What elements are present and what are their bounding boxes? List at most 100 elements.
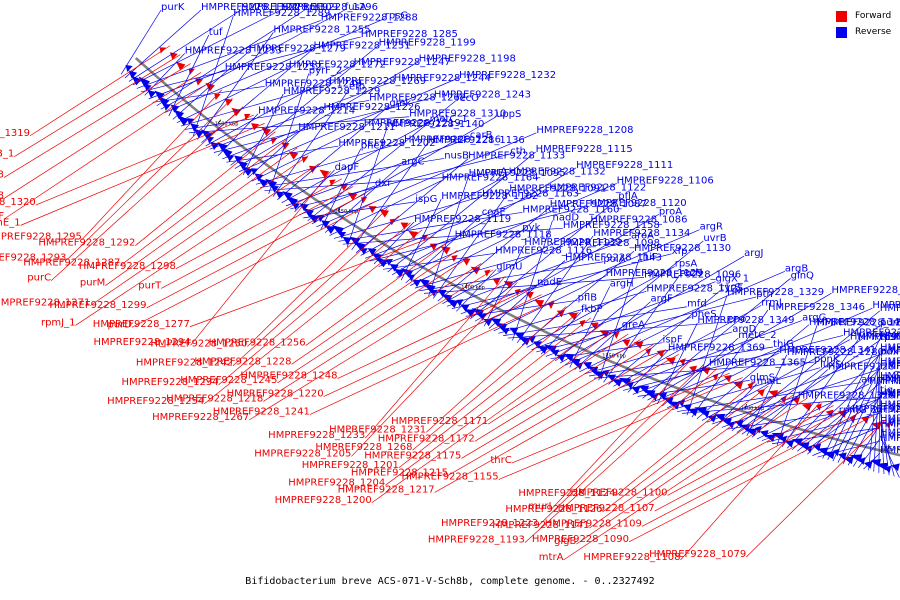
reverse-gene-label[interactable]: rpsL [305,2,327,13]
forward-gene[interactable] [231,107,241,117]
forward-gene[interactable] [462,258,471,266]
reverse-gene-label[interactable]: HMPREF9228_1122 [549,182,646,193]
reverse-gene-label[interactable]: proA [659,206,682,217]
reverse-gene-label[interactable]: HMPREF9228_1273 [880,420,900,431]
reverse-gene-label[interactable]: HMPREF9228_1203 [880,359,900,370]
reverse-gene-label[interactable]: HMPREF9228_1259 [880,405,900,416]
reverse-gene[interactable] [307,213,320,224]
reverse-gene[interactable] [445,298,459,309]
reverse-gene[interactable] [611,379,623,387]
reverse-gene-label[interactable]: HMPREF9228_1216 [404,134,501,145]
forward-gene-label[interactable]: HMPREF9228_1217 [338,484,435,495]
reverse-gene-label[interactable]: HMPREF9228_1160 [522,204,619,215]
reverse-gene-label[interactable]: pflB [578,292,598,303]
forward-gene-label[interactable]: HMPREF9228_1171 [391,416,488,427]
reverse-gene-label[interactable]: HMPREF9228_1190 [880,433,900,444]
reverse-gene-label[interactable]: HMPREF9228_1148 [880,371,900,382]
reverse-gene-label[interactable]: argG [802,312,826,323]
reverse-gene-label[interactable]: HMPREF9228_1180 [880,330,900,341]
reverse-gene[interactable] [125,64,133,72]
reverse-gene-label[interactable]: HMPREF9228_1130 [634,243,731,254]
reverse-gene-label[interactable]: HMPREF9228_1226 [323,102,420,113]
reverse-gene[interactable] [785,439,794,448]
reverse-gene[interactable] [537,345,549,354]
forward-gene-label[interactable]: thrC [490,455,511,466]
forward-gene-label[interactable]: HMPREF9228_1126 [505,504,602,515]
reverse-gene-label[interactable]: HMPREF9228_1265 [828,361,900,372]
forward-gene-label[interactable]: HMPREF9228_1245 [180,375,277,386]
reverse-gene[interactable] [583,362,592,370]
reverse-gene-label[interactable]: HMPREF9228_1096 [644,269,741,280]
forward-gene-label[interactable]: HMPREF9228_1175 [364,450,461,461]
forward-gene[interactable] [379,209,390,218]
forward-gene-label[interactable]: rpmE_1 [0,217,21,228]
reverse-gene-label[interactable]: HMPREF9228_1280 [787,347,884,358]
forward-gene-label[interactable]: HMPREF9228_1292 [38,238,135,249]
forward-gene-label[interactable]: HMPREF9228_1298 [79,261,176,272]
reverse-gene[interactable] [884,465,892,474]
reverse-gene-label[interactable]: HMPREF9228_1322 [201,2,298,13]
reverse-gene-label[interactable]: cth [510,146,526,157]
reverse-gene[interactable] [324,225,336,235]
forward-gene-label[interactable]: HMPREF9228_1228 [194,356,291,367]
reverse-gene-label[interactable]: argR [700,222,723,233]
reverse-gene[interactable] [437,289,447,298]
reverse-gene-label[interactable]: nadD [553,212,580,223]
reverse-gene[interactable] [176,114,189,126]
reverse-gene-label[interactable]: HMPREF9228_1365 [709,357,806,368]
reverse-gene-label[interactable]: HMPREF9228_1199 [379,37,476,48]
reverse-gene-label[interactable]: HMPREF9228_1257 [858,332,900,343]
reverse-gene[interactable] [342,236,352,245]
reverse-gene-label[interactable]: HMPREF9228_1208 [536,125,633,136]
forward-gene[interactable] [712,373,719,381]
reverse-gene-label[interactable]: HMPREF9228_1296 [281,2,378,13]
forward-gene-label[interactable]: HMPREF9228_1323 [0,170,4,181]
reverse-gene-label[interactable]: ispF [663,335,683,346]
forward-gene-label[interactable]: HMPREF9228_1271 [0,298,90,309]
forward-gene[interactable] [645,348,652,356]
reverse-gene-label[interactable]: thiF [639,252,658,263]
reverse-gene-label[interactable]: HMPREF9228_1139 [524,237,621,248]
reverse-gene-label[interactable]: HMPREF9228_1140 [387,119,484,130]
reverse-gene-label[interactable]: HMPREF9228_1070 [880,428,900,439]
reverse-gene[interactable] [210,141,219,151]
reverse-gene-label[interactable]: HMPREF9228_1068 [880,399,900,410]
forward-gene[interactable] [347,192,358,201]
forward-gene[interactable] [633,341,644,349]
reverse-gene-label[interactable]: HMPREF9228_1258 [880,361,900,372]
reverse-gene-label[interactable]: rpsN_1 [880,332,900,343]
forward-gene-label[interactable]: HMPREF9228_1172 [378,433,475,444]
reverse-gene-label[interactable]: HMPREF9228_1229 [283,86,380,97]
reverse-gene-label[interactable]: rrmJ [761,297,782,308]
forward-gene[interactable] [408,230,419,239]
reverse-gene[interactable] [858,457,866,465]
reverse-gene[interactable] [518,336,531,346]
reverse-gene-label[interactable]: argC [401,157,424,168]
forward-gene-label[interactable]: rpmB_1 [0,149,14,160]
forward-gene[interactable] [885,421,892,430]
reverse-gene-label[interactable]: HMPREF9228_1309 [241,2,338,13]
reverse-gene-label[interactable]: HMPREF9228_1102 [441,191,538,202]
reverse-gene[interactable] [257,178,269,188]
forward-gene-label[interactable]: HMPREF9228_1223 [441,518,538,529]
forward-gene-label[interactable]: HMPREF9228_1204 [288,477,385,488]
reverse-gene-label[interactable]: HMPREF9228_1125 [646,283,743,294]
reverse-gene-label[interactable]: HMPREF9228_1091 [509,184,606,195]
reverse-gene-label[interactable]: HMPREF9228_1143 [565,253,662,264]
reverse-gene-label[interactable]: HMPREF9228_1132 [509,166,606,177]
reverse-gene-label[interactable]: HMPREF9228_1349 [697,315,794,326]
reverse-gene-label[interactable]: HMPREF9228_1187 [878,374,900,385]
reverse-gene-label[interactable]: HMPREF9228_1232 [459,70,556,81]
reverse-gene[interactable] [271,185,279,193]
reverse-gene-label[interactable]: HMPREF9228_1069 [880,413,900,424]
reverse-gene-label[interactable]: luxS [820,360,841,371]
reverse-gene-label[interactable]: HMPREF9228_1158 [563,220,660,231]
reverse-gene-label[interactable]: HMPREF9228_1087 [550,199,647,210]
reverse-gene-label[interactable]: purK [161,2,185,13]
reverse-gene-label[interactable]: aroA [631,230,654,241]
forward-gene[interactable] [492,278,501,286]
forward-gene-label[interactable]: HMPREF9228_1233 [268,430,365,441]
forward-gene-label[interactable]: HMPREF9228_1293 [0,252,66,263]
forward-gene-label[interactable]: HMPREF9228_1220 [227,389,324,400]
reverse-gene-label[interactable]: HMPREF9228_1086 [590,215,687,226]
